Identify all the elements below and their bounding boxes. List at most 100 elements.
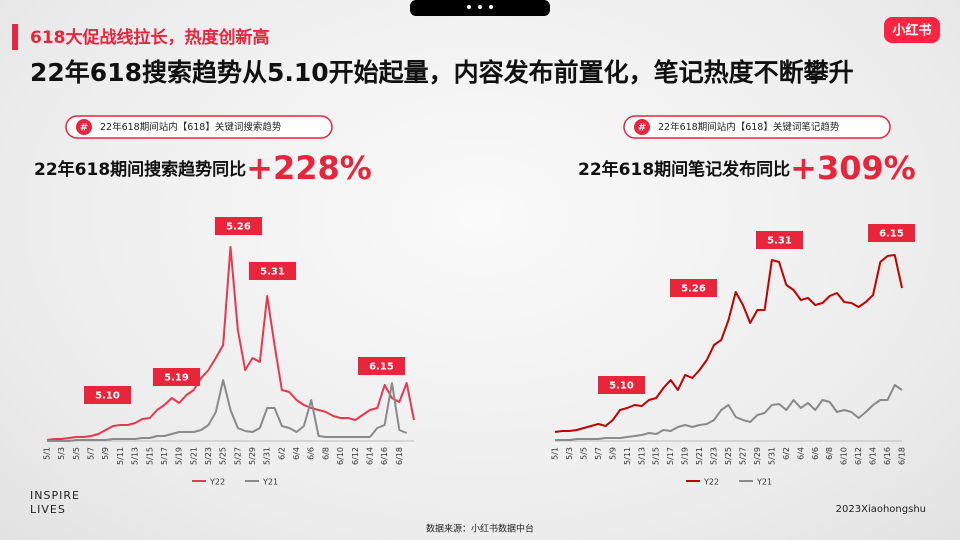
brand: LIVES bbox=[30, 503, 66, 516]
label-icon bbox=[634, 119, 650, 135]
x-tick-label: 6/6 bbox=[307, 447, 316, 460]
label-icon bbox=[76, 119, 92, 135]
annotation: 6.15 bbox=[879, 229, 904, 240]
x-tick-label: 6/12 bbox=[854, 447, 863, 465]
annotation-box bbox=[598, 376, 645, 394]
annotation-box bbox=[249, 262, 296, 280]
x-tick-label: 5/11 bbox=[623, 447, 632, 465]
x-tick-label: 6/4 bbox=[796, 447, 805, 460]
annotation: 5.26 bbox=[681, 284, 706, 295]
x-tick-label: 5/21 bbox=[695, 447, 704, 465]
x-tick-label: 5/7 bbox=[87, 447, 96, 460]
x-tick-label: 5/27 bbox=[233, 447, 242, 465]
x-tick-label: 6/14 bbox=[365, 447, 374, 465]
annotation: 5.31 bbox=[767, 236, 792, 247]
annotation-box bbox=[215, 217, 262, 235]
x-tick-label: 5/1 bbox=[43, 447, 52, 460]
annotation: 5.31 bbox=[260, 267, 285, 278]
label-icon-glyph: # bbox=[80, 123, 88, 134]
x-tick-label: 5/19 bbox=[681, 447, 690, 465]
x-tick-label: 6/16 bbox=[380, 447, 389, 465]
x-tick-label: 6/10 bbox=[336, 447, 345, 465]
chart-title: 22年618期间笔记发布同比+309% bbox=[578, 149, 916, 187]
x-tick-label: 5/5 bbox=[72, 447, 81, 460]
annotation-box bbox=[670, 279, 717, 297]
x-tick-label: 5/21 bbox=[189, 447, 198, 465]
source: 数据来源：小红书数据中台 bbox=[426, 523, 534, 535]
x-tick-label: 5/29 bbox=[753, 447, 762, 465]
x-tick-label: 5/9 bbox=[101, 447, 110, 460]
annotation: 5.26 bbox=[226, 222, 251, 233]
line-series bbox=[555, 384, 903, 441]
x-tick-label: 5/23 bbox=[710, 447, 719, 465]
annotation-box bbox=[756, 231, 803, 249]
x-tick-label: 5/9 bbox=[608, 447, 617, 460]
x-tick-label: 6/18 bbox=[898, 447, 907, 465]
legend-label: Y22 bbox=[209, 478, 225, 487]
x-tick-label: 5/17 bbox=[666, 447, 675, 465]
chart-label: 22年618期间站内【618】关键词笔记趋势 bbox=[658, 121, 840, 133]
logo: 小红书 bbox=[892, 23, 931, 39]
x-tick-label: 6/6 bbox=[811, 447, 820, 460]
dot bbox=[467, 5, 471, 9]
chart-label: 22年618期间站内【618】关键词搜索趋势 bbox=[100, 121, 282, 133]
label-icon-glyph: # bbox=[638, 123, 646, 134]
x-tick-label: 6/14 bbox=[869, 447, 878, 465]
legend-label: Y21 bbox=[262, 478, 278, 487]
brand: INSPIRE bbox=[30, 489, 80, 502]
x-tick-label: 6/18 bbox=[395, 447, 404, 465]
title: 22年618期间搜索趋势同比 bbox=[34, 159, 246, 180]
annotation-box bbox=[358, 357, 405, 375]
x-tick-label: 5/1 bbox=[551, 447, 560, 460]
annotation-box bbox=[84, 386, 131, 404]
x-tick-label: 5/15 bbox=[652, 447, 661, 465]
x-tick-label: 5/31 bbox=[263, 447, 272, 465]
dot bbox=[489, 5, 493, 9]
x-tick-label: 5/25 bbox=[724, 447, 733, 465]
legend-label: Y22 bbox=[703, 478, 719, 487]
legend-label: Y21 bbox=[756, 478, 772, 487]
annotation: 6.15 bbox=[369, 362, 394, 373]
highlight: +309% bbox=[790, 149, 916, 187]
annotation-box bbox=[868, 224, 915, 242]
x-tick-label: 5/7 bbox=[594, 447, 603, 460]
x-tick-label: 5/3 bbox=[57, 447, 66, 460]
line-series bbox=[47, 379, 408, 442]
x-tick-label: 6/2 bbox=[277, 447, 286, 460]
tag-marker bbox=[12, 24, 18, 50]
x-tick-label: 5/5 bbox=[579, 447, 588, 460]
x-tick-label: 6/16 bbox=[883, 447, 892, 465]
dot bbox=[478, 5, 482, 9]
label-pill bbox=[623, 115, 891, 139]
x-tick-label: 6/12 bbox=[351, 447, 360, 465]
x-tick-label: 5/3 bbox=[565, 447, 574, 460]
tag: 618大促战线拉长，热度创新高 bbox=[30, 27, 270, 48]
x-tick-label: 6/2 bbox=[782, 447, 791, 460]
chart-title: 22年618期间搜索趋势同比+228% bbox=[34, 149, 372, 187]
title: 22年618期间笔记发布同比 bbox=[578, 159, 790, 180]
annotation: 5.19 bbox=[164, 373, 189, 384]
line-series bbox=[554, 254, 903, 433]
x-tick-label: 6/4 bbox=[292, 447, 301, 460]
line-series bbox=[46, 246, 415, 441]
x-tick-label: 5/31 bbox=[767, 447, 776, 465]
logo-box bbox=[884, 17, 940, 43]
x-tick-label: 5/27 bbox=[738, 447, 747, 465]
x-tick-label: 5/13 bbox=[637, 447, 646, 465]
x-tick-label: 6/8 bbox=[321, 447, 330, 460]
x-tick-label: 5/19 bbox=[175, 447, 184, 465]
headline: 22年618搜索趋势从5.10开始起量，内容发布前置化，笔记热度不断攀升 bbox=[30, 58, 854, 87]
annotation: 5.10 bbox=[95, 391, 120, 402]
x-tick-label: 5/29 bbox=[248, 447, 257, 465]
x-tick-label: 5/11 bbox=[116, 447, 125, 465]
x-tick-label: 5/13 bbox=[131, 447, 140, 465]
x-tick-label: 5/15 bbox=[145, 447, 154, 465]
x-tick-label: 5/17 bbox=[160, 447, 169, 465]
x-tick-label: 5/23 bbox=[204, 447, 213, 465]
x-tick-label: 5/25 bbox=[219, 447, 228, 465]
x-tick-label: 6/8 bbox=[825, 447, 834, 460]
copyright: 2023Xiaohongshu bbox=[836, 504, 926, 515]
highlight: +228% bbox=[246, 149, 372, 187]
label-pill bbox=[65, 115, 333, 139]
